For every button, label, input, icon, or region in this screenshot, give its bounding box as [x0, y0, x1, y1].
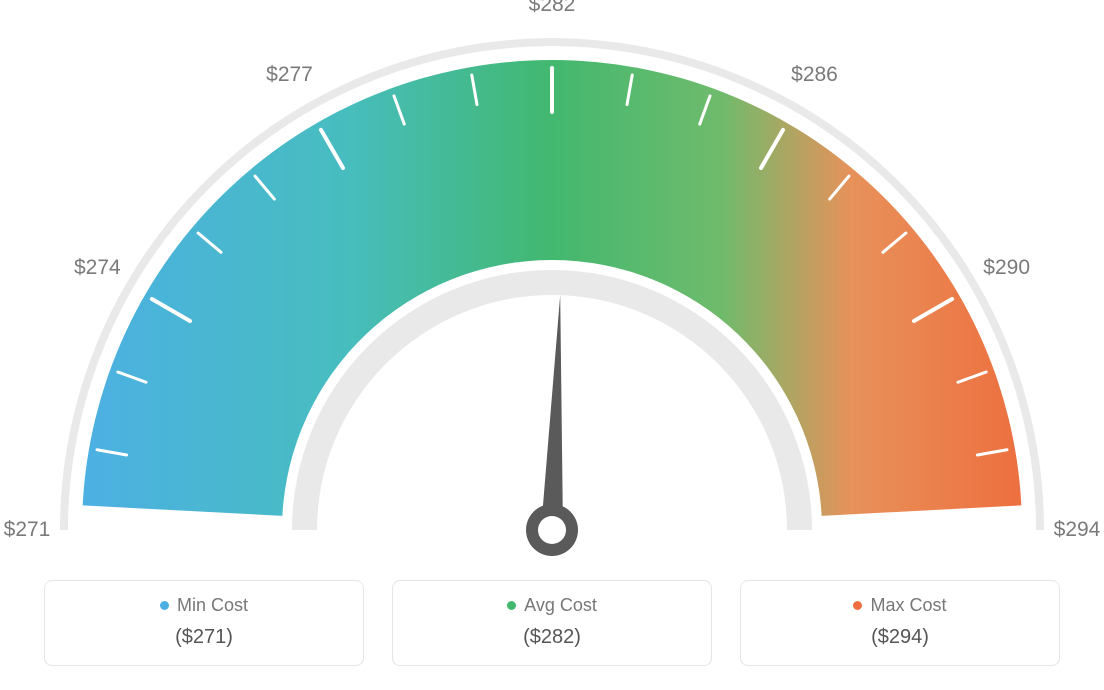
legend-label: Avg Cost: [524, 595, 597, 616]
gauge-tick-label: $277: [266, 63, 313, 87]
legend-dot-max: [853, 601, 862, 610]
gauge-tick-label: $290: [983, 256, 1030, 280]
gauge-tick-label: $274: [74, 256, 121, 280]
legend-label: Min Cost: [177, 595, 248, 616]
legend-dot-avg: [507, 601, 516, 610]
legend-card-min: Min Cost ($271): [44, 580, 364, 666]
gauge-chart: $271 $274 $277 $282 $286 $290 $294: [0, 0, 1104, 560]
gauge-tick-label: $282: [529, 0, 576, 17]
legend-label-line: Min Cost: [55, 595, 353, 616]
legend-card-avg: Avg Cost ($282): [392, 580, 712, 666]
legend-card-max: Max Cost ($294): [740, 580, 1060, 666]
legend-dot-min: [160, 601, 169, 610]
legend-value: ($294): [751, 626, 1049, 649]
gauge-tick-label: $271: [4, 518, 51, 542]
legend-label-line: Max Cost: [751, 595, 1049, 616]
gauge-svg: [0, 0, 1104, 560]
legend-value: ($271): [55, 626, 353, 649]
gauge-tick-label: $294: [1054, 518, 1101, 542]
legend-label-line: Avg Cost: [403, 595, 701, 616]
legend-label: Max Cost: [870, 595, 946, 616]
legend-row: Min Cost ($271) Avg Cost ($282) Max Cost…: [0, 580, 1104, 666]
gauge-tick-label: $286: [791, 63, 838, 87]
legend-value: ($282): [403, 626, 701, 649]
